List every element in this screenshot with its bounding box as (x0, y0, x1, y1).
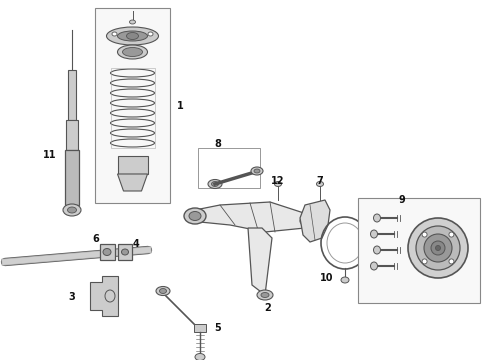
Text: 5: 5 (215, 323, 221, 333)
Polygon shape (118, 174, 147, 191)
Bar (66, 120, 78, 150)
Ellipse shape (449, 232, 454, 237)
Bar (95, 8, 170, 203)
Ellipse shape (122, 48, 143, 57)
Ellipse shape (156, 287, 170, 296)
Ellipse shape (261, 292, 269, 297)
Bar (68, 70, 76, 120)
Ellipse shape (126, 32, 139, 40)
Ellipse shape (341, 277, 349, 283)
Text: 2: 2 (265, 303, 271, 313)
Polygon shape (300, 200, 330, 242)
Ellipse shape (370, 262, 377, 270)
Bar (358, 198, 480, 303)
Ellipse shape (118, 31, 147, 41)
Ellipse shape (257, 290, 273, 300)
Ellipse shape (118, 45, 147, 59)
Ellipse shape (300, 216, 314, 226)
Text: 6: 6 (93, 234, 99, 244)
Ellipse shape (422, 259, 427, 264)
Ellipse shape (370, 230, 377, 238)
Text: 12: 12 (271, 176, 285, 186)
Ellipse shape (373, 214, 381, 222)
Ellipse shape (422, 232, 427, 237)
Bar (194, 324, 206, 332)
Ellipse shape (148, 32, 153, 36)
Ellipse shape (129, 20, 136, 24)
Ellipse shape (103, 248, 111, 256)
Ellipse shape (189, 212, 201, 220)
Ellipse shape (274, 181, 281, 186)
Text: 11: 11 (43, 150, 57, 160)
Bar (118, 156, 147, 174)
Ellipse shape (416, 226, 460, 270)
Ellipse shape (160, 288, 167, 293)
Ellipse shape (373, 246, 381, 254)
Ellipse shape (212, 181, 219, 186)
Text: 7: 7 (317, 176, 323, 186)
Ellipse shape (184, 208, 206, 224)
Ellipse shape (208, 180, 222, 189)
Bar (118, 244, 132, 260)
Bar (65, 150, 79, 205)
Polygon shape (248, 228, 272, 295)
Ellipse shape (424, 234, 452, 262)
Bar (111, 68, 154, 148)
Ellipse shape (122, 249, 128, 255)
Text: 8: 8 (215, 139, 221, 149)
Ellipse shape (449, 259, 454, 264)
Polygon shape (90, 276, 118, 316)
Ellipse shape (431, 241, 445, 255)
Ellipse shape (303, 219, 311, 224)
Text: 9: 9 (399, 195, 405, 205)
Ellipse shape (68, 207, 76, 213)
Ellipse shape (112, 32, 117, 36)
Ellipse shape (436, 246, 441, 251)
Text: 4: 4 (133, 239, 139, 249)
Text: 10: 10 (320, 273, 334, 283)
Ellipse shape (106, 27, 158, 45)
Ellipse shape (254, 169, 260, 173)
Ellipse shape (195, 354, 205, 360)
Ellipse shape (317, 181, 323, 186)
Bar (100, 244, 115, 260)
Polygon shape (195, 202, 310, 232)
Bar (198, 148, 260, 188)
Ellipse shape (408, 218, 468, 278)
Ellipse shape (251, 167, 263, 175)
Ellipse shape (63, 204, 81, 216)
Text: 1: 1 (176, 100, 183, 111)
Text: 3: 3 (69, 292, 75, 302)
